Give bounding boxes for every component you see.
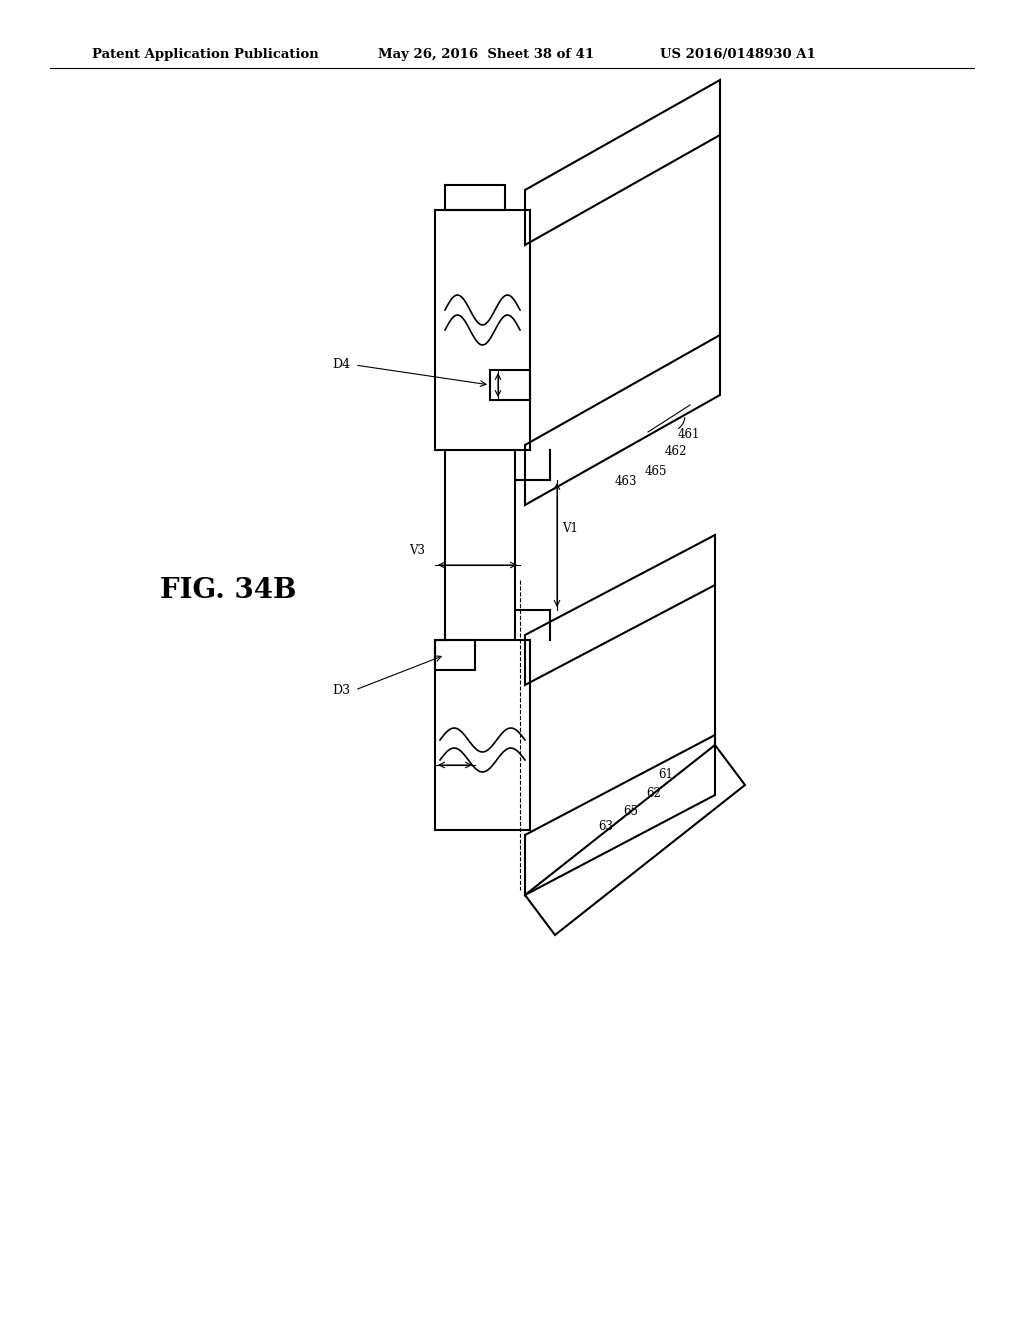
Bar: [435, 210, 530, 450]
Text: 61: 61: [658, 768, 673, 781]
Text: D3: D3: [332, 684, 350, 697]
Text: D4: D4: [332, 359, 350, 371]
Text: May 26, 2016  Sheet 38 of 41: May 26, 2016 Sheet 38 of 41: [378, 48, 594, 61]
Text: 62: 62: [646, 787, 660, 800]
Bar: [435, 640, 475, 671]
Text: 465: 465: [645, 465, 668, 478]
Text: Patent Application Publication: Patent Application Publication: [92, 48, 318, 61]
Text: 461: 461: [678, 429, 700, 441]
Text: 463: 463: [615, 475, 638, 488]
Text: US 2016/0148930 A1: US 2016/0148930 A1: [660, 48, 816, 61]
Text: 462: 462: [665, 445, 687, 458]
Text: 65: 65: [623, 805, 638, 818]
Bar: [435, 640, 530, 830]
Text: 63: 63: [598, 820, 613, 833]
Text: V1: V1: [562, 521, 578, 535]
Bar: [445, 185, 505, 210]
Bar: [490, 370, 530, 400]
Text: V3: V3: [409, 544, 425, 557]
Text: FIG. 34B: FIG. 34B: [160, 577, 296, 603]
